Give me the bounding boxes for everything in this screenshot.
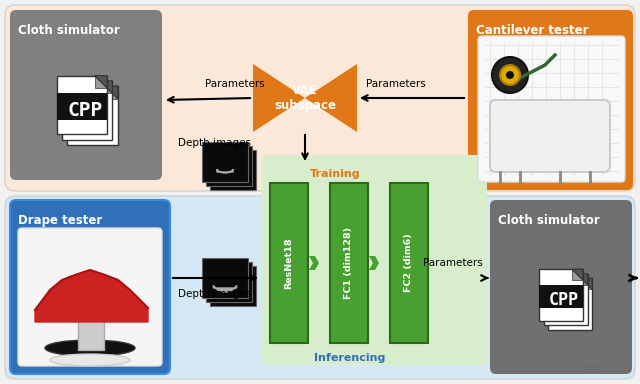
Text: CPP: CPP [548, 291, 579, 309]
Text: Inferencing: Inferencing [314, 353, 385, 363]
Polygon shape [305, 64, 357, 132]
Bar [539, 285, 583, 308]
Polygon shape [577, 274, 588, 285]
Text: FC1 (dim128): FC1 (dim128) [344, 227, 353, 299]
FancyBboxPatch shape [468, 10, 633, 190]
Circle shape [506, 71, 514, 79]
Bar [202, 142, 248, 182]
Text: Parameters: Parameters [205, 79, 265, 89]
Text: Parameters: Parameters [366, 79, 426, 89]
Text: ResNet18: ResNet18 [285, 237, 294, 289]
Text: Depth images: Depth images [179, 289, 252, 299]
Bar [57, 76, 108, 134]
Circle shape [492, 57, 528, 93]
Bar [62, 81, 113, 140]
Polygon shape [95, 76, 108, 88]
FancyBboxPatch shape [10, 200, 170, 374]
Polygon shape [581, 278, 592, 290]
Polygon shape [253, 64, 305, 132]
Bar [202, 258, 248, 298]
Bar [206, 146, 252, 186]
Polygon shape [572, 269, 583, 280]
Text: Parameters: Parameters [423, 258, 483, 268]
Text: Cloth simulator: Cloth simulator [18, 24, 120, 37]
Text: Cantilever tester: Cantilever tester [476, 24, 589, 37]
Ellipse shape [45, 340, 135, 356]
Bar [390, 183, 428, 343]
FancyBboxPatch shape [5, 196, 635, 379]
Polygon shape [217, 169, 233, 173]
Polygon shape [577, 274, 588, 285]
Polygon shape [100, 81, 113, 93]
Polygon shape [572, 269, 583, 280]
Polygon shape [369, 256, 379, 270]
Polygon shape [309, 256, 319, 270]
Polygon shape [100, 81, 113, 93]
Bar [210, 150, 256, 190]
FancyBboxPatch shape [490, 100, 610, 172]
Bar [270, 183, 308, 343]
Text: 量子位: 量子位 [581, 362, 599, 372]
Bar [548, 278, 592, 330]
FancyBboxPatch shape [490, 200, 632, 374]
FancyBboxPatch shape [262, 155, 487, 365]
Bar [539, 269, 583, 321]
Polygon shape [213, 285, 237, 292]
FancyBboxPatch shape [18, 228, 162, 366]
Bar [67, 86, 118, 145]
Polygon shape [105, 86, 118, 99]
Text: CPP: CPP [68, 101, 103, 120]
Text: Cloth simulator: Cloth simulator [498, 214, 600, 227]
Text: Drape tester: Drape tester [18, 214, 102, 227]
Bar [543, 274, 588, 325]
FancyBboxPatch shape [478, 36, 625, 182]
Bar [78, 298, 104, 350]
Polygon shape [95, 76, 108, 88]
Text: FC2 (dim6): FC2 (dim6) [404, 233, 413, 292]
FancyBboxPatch shape [5, 5, 635, 191]
Polygon shape [105, 86, 118, 99]
Text: VAE
subspace: VAE subspace [274, 84, 336, 112]
Text: Depth images: Depth images [178, 138, 251, 148]
Text: Training: Training [310, 169, 360, 179]
Bar [330, 183, 368, 343]
Bar [210, 266, 256, 306]
Ellipse shape [50, 354, 130, 366]
Bar [206, 262, 252, 302]
Polygon shape [581, 278, 592, 290]
Bar [57, 93, 108, 120]
Circle shape [500, 65, 520, 85]
FancyBboxPatch shape [10, 10, 162, 180]
Polygon shape [35, 270, 148, 322]
